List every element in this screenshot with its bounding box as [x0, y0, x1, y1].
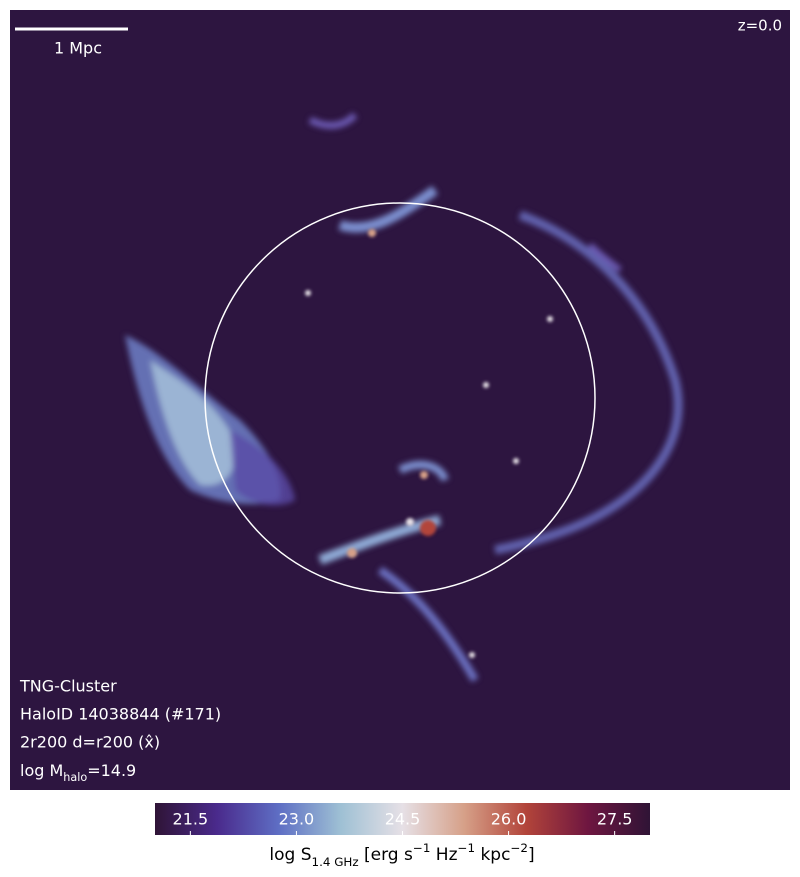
- script-text: −1: [413, 841, 431, 855]
- colorbar-tick-label: 23.0: [279, 810, 315, 829]
- script-text: −2: [510, 841, 528, 855]
- info-line: HaloID 14038844 (#171): [20, 705, 221, 724]
- label-text: kpc: [475, 845, 510, 865]
- info-line: 2r200 d=r200 (x̂): [20, 733, 160, 752]
- colorbar-tick-label: 24.5: [385, 810, 421, 829]
- script-text: halo: [63, 771, 87, 784]
- label-text: log M: [20, 761, 63, 780]
- emission: [125, 112, 683, 683]
- label-text: =14.9: [87, 761, 136, 780]
- hotspots: [305, 229, 553, 658]
- label-text: [erg s: [359, 845, 413, 865]
- colorbar: [155, 803, 650, 835]
- colorbar-label: log S1.4 GHz [erg s−1 Hz−1 kpc−2]: [269, 841, 534, 869]
- r200-circle: [204, 202, 596, 594]
- label-text: Hz: [430, 845, 457, 865]
- scale-bar-label: 1 Mpc: [54, 39, 102, 58]
- label-text: ]: [528, 845, 535, 865]
- script-text: 1.4 GHz: [312, 855, 359, 869]
- colorbar-tick-label: 21.5: [173, 810, 209, 829]
- colorbar-tick-label: 26.0: [491, 810, 527, 829]
- script-text: −1: [458, 841, 476, 855]
- info-line: TNG-Cluster: [19, 677, 117, 696]
- map-background: [10, 10, 790, 790]
- label-text: log S: [269, 845, 311, 865]
- redshift: z=0.0: [738, 17, 782, 35]
- colorbar-tick-label: 27.5: [597, 810, 633, 829]
- mass-label: log Mhalo=14.9: [20, 761, 136, 784]
